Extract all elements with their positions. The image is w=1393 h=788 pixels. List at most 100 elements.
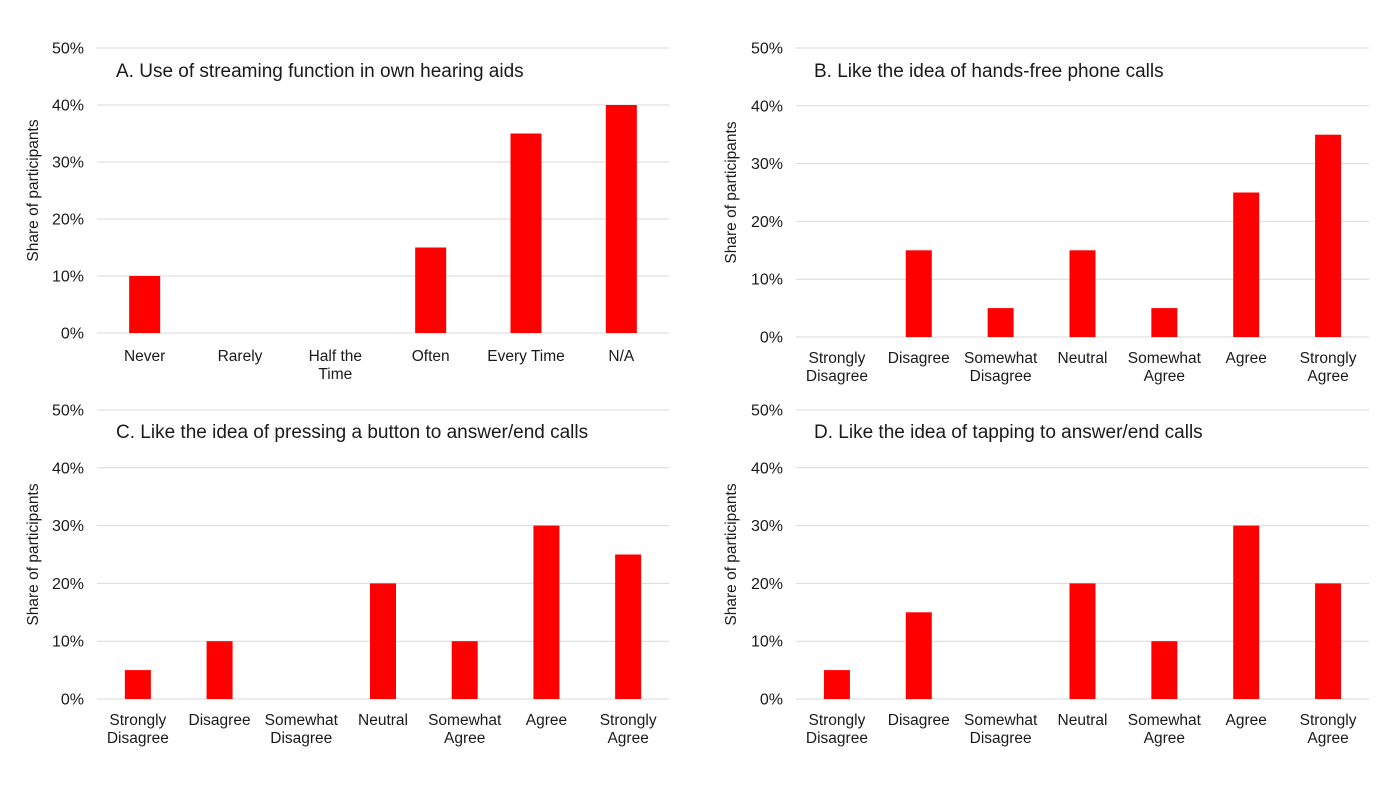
x-category-label: N/A	[608, 348, 635, 365]
x-category-label-line: Strongly	[808, 712, 865, 729]
y-tick-label: 50%	[52, 41, 84, 58]
bar	[1315, 583, 1342, 699]
y-axis-title: Share of participants	[723, 121, 740, 263]
x-category-label-line: Neutral	[358, 712, 408, 729]
y-tick-label: 30%	[52, 518, 84, 535]
x-category-label-line: N/A	[608, 348, 635, 365]
bar	[615, 554, 642, 699]
y-tick-label: 10%	[751, 272, 783, 289]
x-category-label: Often	[412, 348, 450, 365]
y-axis-title: Share of participants	[723, 483, 740, 625]
y-tick-label: 20%	[52, 576, 84, 593]
x-category-label-line: Half the	[309, 348, 362, 365]
x-category-label-line: Agree	[444, 730, 485, 747]
y-tick-label: 40%	[52, 460, 84, 477]
y-tick-label: 0%	[760, 692, 783, 709]
x-category-label-line: Neutral	[1058, 712, 1108, 729]
x-category-label-line: Strongly	[1300, 350, 1357, 367]
x-category-label-line: Somewhat	[964, 712, 1038, 729]
x-category-label: Never	[124, 348, 165, 365]
y-tick-label: 20%	[52, 212, 84, 229]
x-category-label: Somewhat Agree	[1128, 350, 1202, 385]
x-category-label-line: Disagree	[806, 730, 868, 747]
y-tick-label: 40%	[52, 98, 84, 115]
x-category-label: Somewhat Disagree	[265, 712, 339, 747]
x-category-label-line: Somewhat	[1128, 712, 1202, 729]
x-category-label-line: Disagree	[107, 730, 169, 747]
panel-title: A. Use of streaming function in own hear…	[116, 61, 524, 82]
x-category-label: Agree	[526, 712, 567, 729]
x-category-label: Half the Time	[309, 348, 362, 383]
x-category-label: Agree	[1226, 712, 1267, 729]
bar	[1151, 641, 1178, 699]
bar	[451, 641, 478, 699]
x-category-label: Disagree	[888, 350, 950, 367]
y-tick-label: 0%	[760, 330, 783, 347]
x-category-label-line: Every Time	[487, 348, 565, 365]
y-tick-label: 10%	[52, 634, 84, 651]
x-category-label-line: Disagree	[270, 730, 332, 747]
x-category-label-line: Disagree	[806, 368, 868, 385]
x-category-label-line: Somewhat	[1128, 350, 1202, 367]
x-category-label: Disagree	[888, 712, 950, 729]
x-category-label-line: Strongly	[808, 350, 865, 367]
x-category-label-line: Agree	[1144, 730, 1185, 747]
y-tick-label: 20%	[751, 576, 783, 593]
panel-title: C. Like the idea of pressing a button to…	[116, 422, 588, 443]
y-tick-label: 50%	[751, 41, 783, 58]
chart-panel-4: 0% 10% 20% 30% 40% 50% Share of participants D.…	[723, 403, 1369, 747]
x-category-label-line: Agree	[1307, 368, 1348, 385]
x-category-label-line: Disagree	[970, 368, 1032, 385]
x-category-label-line: Agree	[1144, 368, 1185, 385]
x-category-label-line: Agree	[1226, 712, 1267, 729]
x-category-label: Neutral	[1058, 712, 1108, 729]
bar	[905, 250, 932, 337]
x-category-label-line: Disagree	[888, 350, 950, 367]
chart-panel-3: 0% 10% 20% 30% 40% 50% Share of participants C.…	[25, 403, 669, 747]
y-tick-label: 30%	[52, 155, 84, 172]
x-category-label: Neutral	[358, 712, 408, 729]
x-category-label-line: Agree	[1226, 350, 1267, 367]
x-category-label: Every Time	[487, 348, 565, 365]
bar	[1315, 134, 1342, 337]
bar	[1233, 525, 1260, 699]
x-category-label: Disagree	[189, 712, 251, 729]
x-category-label: Strongly Disagree	[806, 712, 868, 747]
bar	[370, 583, 396, 699]
chart-panel-2: 0% 10% 20% 30% 40% 50% Share of participants B.…	[723, 41, 1369, 385]
x-category-label: Strongly Disagree	[107, 712, 169, 747]
bar	[129, 276, 161, 333]
x-category-label: Rarely	[218, 348, 263, 365]
x-category-label-line: Disagree	[189, 712, 251, 729]
bar	[1151, 308, 1178, 337]
x-category-label-line: Strongly	[109, 712, 166, 729]
x-category-label-line: Rarely	[218, 348, 263, 365]
x-category-label: Somewhat Agree	[1128, 712, 1202, 747]
y-tick-label: 50%	[751, 403, 783, 420]
x-category-label-line: Strongly	[600, 712, 657, 729]
y-tick-label: 40%	[751, 460, 783, 477]
y-tick-label: 0%	[61, 692, 84, 709]
bar	[987, 308, 1014, 337]
x-category-label-line: Agree	[1307, 730, 1348, 747]
x-category-label-line: Neutral	[1058, 350, 1108, 367]
y-axis-title: Share of participants	[25, 483, 42, 625]
y-tick-label: 20%	[751, 214, 783, 231]
y-tick-label: 50%	[52, 403, 84, 420]
y-tick-label: 30%	[751, 156, 783, 173]
x-category-label-line: Somewhat	[265, 712, 339, 729]
y-tick-label: 30%	[751, 518, 783, 535]
bar	[905, 612, 932, 699]
x-category-label-line: Somewhat	[964, 350, 1038, 367]
x-category-label-line: Strongly	[1300, 712, 1357, 729]
bar	[605, 105, 637, 333]
x-category-label-line: Often	[412, 348, 450, 365]
panel-title: D. Like the idea of tapping to answer/en…	[814, 422, 1203, 443]
x-category-label-line: Never	[124, 348, 165, 365]
bar	[823, 670, 850, 699]
bar	[1069, 583, 1096, 699]
x-category-label: Neutral	[1058, 350, 1108, 367]
bar	[124, 670, 151, 699]
